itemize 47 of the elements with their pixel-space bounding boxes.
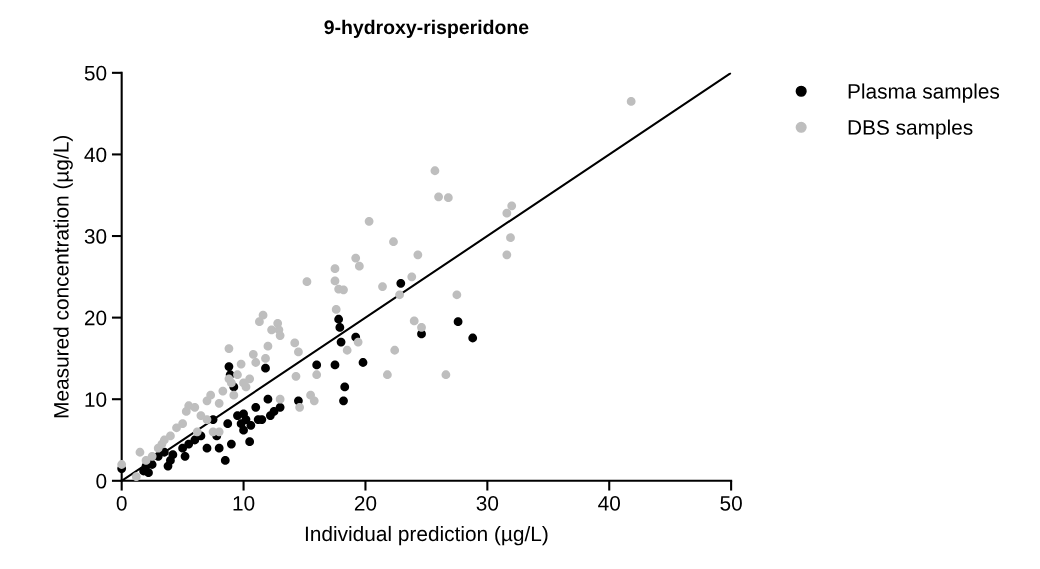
point [312,360,322,370]
point [246,420,256,430]
x-tick-label: 20 [354,495,377,511]
point [269,407,279,416]
point [239,425,248,435]
point [223,419,233,429]
x-axis-title: Individual prediction (µg/L) [305,525,548,546]
point [340,382,350,392]
x-tick-label: 30 [476,495,499,511]
point [245,437,255,447]
chart-title: 9-hydroxy-risperidone [324,19,529,38]
point [168,450,178,460]
y-axis-title: Measured concentration (µg/L) [53,136,73,418]
point [241,415,251,424]
point [335,323,345,332]
point [330,360,340,370]
x-tick-label: 0 [116,495,127,511]
y-tick-label: 30 [84,229,107,244]
point [220,456,230,465]
point [358,358,368,367]
y-tick-label: 50 [84,65,107,81]
point [214,443,224,453]
point [396,278,406,288]
legend-label: DBS samples [848,119,973,139]
legend-label: Plasma samples [848,83,1000,103]
y-tick-label: 0 [96,473,107,489]
point [336,337,346,347]
x-tick-label: 50 [720,495,742,511]
point [202,443,212,453]
point [468,333,478,343]
point [275,402,285,412]
point [144,468,153,478]
point [251,402,261,412]
point [334,314,344,324]
x-tick-label: 10 [233,495,255,511]
y-tick-label: 20 [84,310,107,326]
point [261,363,270,373]
point [224,362,234,371]
point [453,317,463,327]
y-tick-label: 40 [84,147,107,163]
point [263,394,273,404]
x-tick-label: 40 [598,495,620,511]
point [180,451,190,461]
point [226,439,236,449]
point [339,396,348,406]
point [178,443,188,453]
y-tick-label: 10 [85,392,107,407]
